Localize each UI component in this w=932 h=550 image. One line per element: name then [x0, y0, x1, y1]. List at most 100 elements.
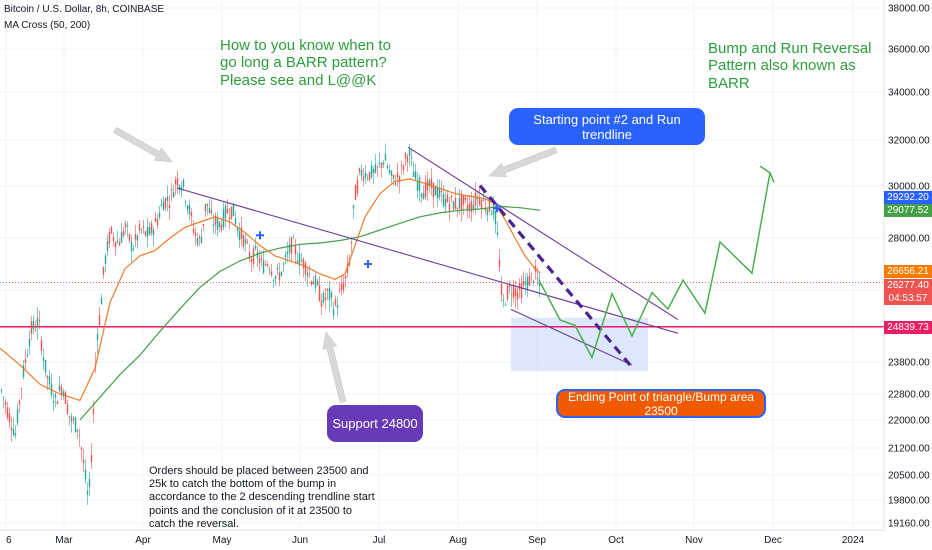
- candle-body: [38, 319, 41, 322]
- time-tick-label: Dec: [764, 535, 782, 546]
- trendline: [176, 187, 679, 334]
- price-tick-label: 19160.00: [888, 519, 930, 530]
- candle-body: [30, 321, 33, 334]
- candle-body: [170, 188, 173, 191]
- candle-body: [430, 178, 433, 189]
- candle-body: [300, 260, 303, 262]
- candle-body: [188, 204, 191, 215]
- time-axis[interactable]: 6 Mar Apr May Jun Jul Aug Sep Oct Nov Dec 2024: [0, 529, 884, 546]
- candle-body: [260, 258, 263, 260]
- candle-body: [506, 285, 509, 300]
- candle-body: [160, 204, 163, 206]
- candle-body: [204, 204, 207, 212]
- candle-body: [256, 251, 259, 258]
- candle-body: [330, 292, 333, 298]
- candle-body: [358, 168, 361, 172]
- candle-body: [52, 400, 55, 404]
- candle-body: [382, 162, 385, 165]
- candle-body: [374, 164, 377, 173]
- candle-body: [110, 226, 113, 233]
- candle-body: [280, 271, 283, 276]
- symbol-legend[interactable]: Bitcoin / U.S. Dollar, 8h, COINBASE: [4, 4, 165, 15]
- candle-body: [48, 376, 51, 384]
- candle-body: [538, 279, 541, 286]
- price-tick-label: 30000.00: [888, 182, 930, 193]
- projection-line: [539, 172, 771, 360]
- candle-body: [470, 200, 473, 213]
- candle-body: [244, 239, 247, 244]
- price-tick-label: 21200.00: [888, 444, 930, 455]
- candle-body: [478, 197, 481, 205]
- candle-body: [220, 224, 223, 230]
- candle-body: [420, 194, 423, 197]
- candle-body: [158, 212, 161, 218]
- candle-body: [284, 254, 287, 258]
- candle-body: [208, 207, 211, 213]
- candle-body: [116, 240, 119, 243]
- candle-body: [28, 338, 31, 347]
- indicator-legend[interactable]: MA Cross (50, 200): [4, 20, 91, 31]
- candle-body: [218, 221, 221, 228]
- time-tick-label: Apr: [135, 535, 151, 546]
- candle-body: [356, 179, 359, 194]
- candle-body: [234, 218, 237, 225]
- candle-body: [322, 292, 325, 303]
- candle-body: [460, 195, 463, 211]
- candle-body: [398, 176, 401, 183]
- candle-body: [390, 170, 393, 176]
- candle-body: [122, 231, 125, 236]
- candle-body: [14, 432, 17, 436]
- candle-body: [78, 434, 81, 437]
- orders-note: Orders should be placed between 23500 an…: [149, 465, 375, 530]
- price-tick-label: 23800.00: [888, 358, 930, 369]
- candle-body: [360, 170, 363, 176]
- candle-body: [466, 205, 469, 210]
- candle-body: [26, 354, 29, 357]
- candle-body: [200, 237, 203, 244]
- candle-body: [380, 162, 383, 168]
- price-axis[interactable]: 38000.00 36000.00 34000.00 32000.00 30000.00…: [883, 0, 930, 530]
- candle-body: [288, 244, 291, 253]
- candle-body: [400, 164, 403, 166]
- trendlines[interactable]: [176, 146, 679, 369]
- candle-body: [114, 242, 117, 248]
- price-tick-label: 34000.00: [888, 88, 930, 99]
- candle-body: [274, 276, 277, 280]
- candle-body: [450, 195, 453, 198]
- projection-path[interactable]: [539, 165, 775, 360]
- candle-body: [190, 212, 193, 217]
- candle-body: [324, 297, 327, 300]
- candle-body: [326, 289, 329, 291]
- candle-body: [514, 288, 517, 296]
- question-annotation: How to you know when to go long a BARR p…: [220, 37, 391, 89]
- candle-body: [250, 259, 253, 262]
- candle-body: [196, 238, 199, 245]
- last-high-price-badge: 26656.21: [884, 265, 932, 278]
- candle-body: [262, 260, 265, 273]
- candle-body: [468, 203, 471, 211]
- candle-body: [172, 191, 175, 198]
- candle-body: [342, 283, 345, 290]
- candle-body: [312, 282, 315, 285]
- candle-body: [76, 429, 79, 432]
- time-tick-label: Nov: [685, 535, 703, 546]
- candle-body: [458, 198, 461, 208]
- candle-body: [532, 280, 535, 283]
- candle-body: [16, 408, 19, 424]
- candle-body: [232, 203, 235, 217]
- candle-body: [394, 182, 397, 185]
- candle-body: [164, 198, 167, 208]
- candle-body: [10, 427, 13, 431]
- candle-body: [230, 206, 233, 219]
- candle-body: [352, 205, 355, 209]
- candle-body: [448, 203, 451, 212]
- candle-body: [384, 154, 387, 161]
- candle-body: [418, 177, 421, 192]
- candle-body: [68, 415, 71, 417]
- candle-body: [494, 210, 497, 225]
- candle-body: [132, 248, 135, 250]
- price-tick-label: 36000.00: [888, 45, 930, 56]
- candle-body: [214, 216, 217, 225]
- run-trendline-dashed: [478, 184, 634, 369]
